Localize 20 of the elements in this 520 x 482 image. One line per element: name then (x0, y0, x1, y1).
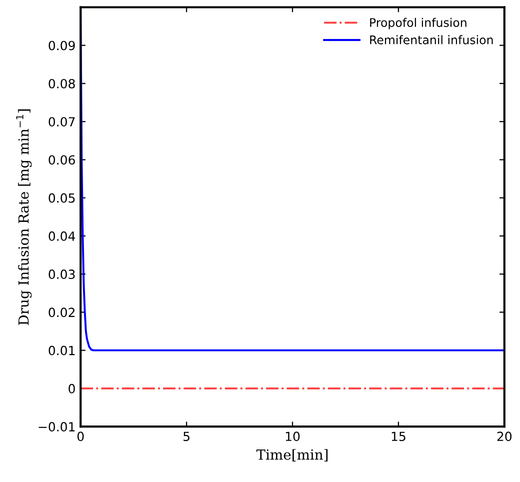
x-tick-label: 20 (497, 432, 512, 442)
y-tick-label: 0.06 (48, 155, 75, 165)
legend-label: Propofol infusion (370, 18, 466, 30)
y-tick-label: 0.04 (48, 231, 76, 241)
y-tick-label: 0.07 (48, 117, 75, 127)
y-tick-label: −0.01 (38, 422, 75, 432)
y-tick-label: 0 (68, 384, 75, 394)
y-axis-title: Drug Infusion Rate [mg min$^{−1}$] (16, 109, 32, 325)
y-tick-label: 0.02 (48, 308, 74, 318)
y-tick-label: 0.05 (48, 193, 75, 203)
x-tick-label: 10 (286, 432, 300, 442)
x-tick-label: 15 (392, 432, 406, 442)
x-tick-label: 5 (184, 432, 190, 442)
legend-label: Remifentanil infusion (370, 35, 493, 44)
x-axis-title: Time[min] (256, 449, 328, 462)
y-tick-label: 0.08 (48, 78, 75, 88)
x-tick-label: 0 (77, 432, 84, 442)
y-tick-label: 0.09 (48, 40, 75, 50)
y-tick-label: 0.03 (48, 270, 75, 280)
y-tick-label: 0.01 (48, 346, 75, 356)
